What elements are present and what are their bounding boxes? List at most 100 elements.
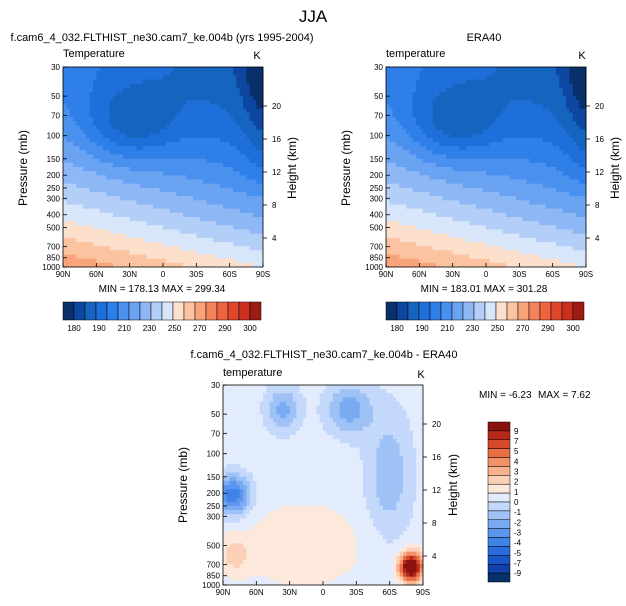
field-cell [239, 212, 244, 218]
field-cell [176, 250, 181, 255]
field-cell [109, 112, 114, 118]
field-cell [149, 104, 154, 110]
field-cell [456, 96, 460, 101]
field-cell [542, 92, 547, 97]
field-cell [256, 158, 261, 164]
field-cell [542, 187, 547, 193]
field-cell [119, 75, 124, 80]
field-cell [256, 229, 261, 235]
field-cell [73, 108, 77, 114]
x-tick-label: 0 [161, 270, 166, 279]
field-cell [556, 71, 560, 76]
field-cell [159, 158, 164, 164]
field-cell [179, 83, 184, 89]
field-cell [452, 129, 457, 135]
field-cell [76, 133, 81, 139]
field-cell [542, 146, 547, 151]
field-cell [106, 246, 111, 251]
field-cell [466, 71, 470, 76]
field-cell [572, 154, 577, 160]
field-cell [116, 146, 121, 151]
field-cell [169, 117, 174, 122]
field-cell [133, 133, 137, 139]
field-cell [126, 183, 131, 189]
field-cell [106, 250, 111, 255]
field-cell [156, 71, 161, 76]
field-cell [542, 154, 547, 160]
field-cell [532, 179, 537, 185]
field-cell [123, 167, 127, 172]
field-cell [526, 133, 530, 139]
field-cell [426, 83, 430, 89]
field-cell [206, 96, 211, 101]
field-cell [396, 171, 400, 176]
field-cell [496, 150, 500, 155]
field-cell [113, 262, 117, 268]
field-cell [506, 200, 510, 205]
field-cell [539, 108, 544, 114]
field-cell [476, 71, 480, 76]
field-cell [526, 179, 530, 185]
field-cell [489, 158, 494, 164]
field-cell [479, 75, 484, 80]
field-cell [576, 125, 580, 130]
field-cell [163, 217, 167, 222]
field-cell [186, 112, 191, 118]
field-cell [246, 242, 251, 247]
field-cell [469, 167, 474, 172]
field-cell [96, 112, 101, 118]
field-cell [389, 129, 394, 135]
field-cell [69, 208, 74, 214]
field-cell [216, 75, 221, 80]
field-cell [86, 225, 91, 230]
field-cell [156, 246, 161, 251]
field-cell [136, 196, 141, 201]
field-cell [566, 67, 570, 72]
field-cell [139, 100, 144, 105]
panel-era40: ERA40 temperature K 30507010015020025030… [339, 32, 622, 333]
field-cell [489, 171, 494, 176]
field-cell [442, 187, 447, 193]
field-cell [139, 87, 144, 93]
field-cell [243, 67, 247, 72]
field-cell [532, 129, 537, 135]
field-cell [539, 133, 544, 139]
field-cell [213, 242, 217, 247]
field-cell [146, 192, 151, 197]
field-cell [69, 250, 74, 255]
field-cell [206, 150, 211, 155]
field-cell [549, 96, 554, 101]
field-cell [419, 167, 424, 172]
field-cell [99, 162, 104, 168]
field-cell [436, 171, 440, 176]
field-cell [86, 137, 91, 143]
field-cell [79, 112, 84, 118]
field-cell [406, 162, 410, 168]
field-cell [233, 179, 237, 185]
field-cell [536, 150, 540, 155]
field-cell [402, 133, 407, 139]
field-cell [199, 208, 204, 214]
field-cell [532, 171, 537, 176]
field-cell [519, 200, 524, 205]
field-cell [79, 71, 84, 76]
field-cell [572, 171, 577, 176]
field-cell [229, 142, 234, 147]
field-cell [196, 100, 201, 105]
field-cell [159, 137, 164, 143]
field-cell [459, 112, 464, 118]
field-cell [416, 196, 420, 201]
field-cell [486, 87, 490, 93]
field-cell [579, 92, 584, 97]
field-cell [476, 200, 480, 205]
field-cell [569, 183, 574, 189]
field-cell [449, 137, 454, 143]
field-cell [539, 104, 544, 110]
field-cell [106, 79, 111, 85]
field-cell [239, 129, 244, 135]
field-cell [239, 87, 244, 93]
field-cell [189, 146, 194, 151]
field-cell [89, 146, 94, 151]
field-cell [506, 79, 510, 85]
field-cell [143, 179, 147, 185]
